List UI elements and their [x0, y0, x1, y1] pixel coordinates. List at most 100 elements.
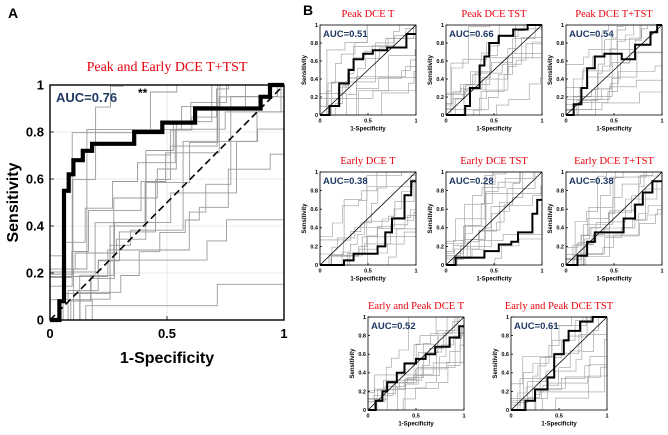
roc-curve	[511, 316, 607, 411]
x-tick-label: 0	[564, 269, 567, 275]
y-tick-label: 0.2	[310, 95, 318, 101]
permutation-curve	[367, 316, 464, 410]
permutation-curve	[511, 316, 607, 411]
y-tick-label: 0	[561, 263, 564, 269]
x-axis-label: 1-Specificity	[596, 277, 632, 283]
x-tick-label: 0.5	[610, 269, 618, 275]
x-tick-label: 1	[605, 414, 608, 420]
permutation-curve	[49, 84, 284, 320]
roc-curve	[368, 325, 464, 411]
y-tick-label: 0.8	[310, 41, 318, 47]
roc-curve	[446, 198, 542, 266]
auc-label: AUC=0.54	[569, 29, 614, 40]
y-tick-label: 0.4	[310, 77, 319, 83]
y-tick-label: 0	[37, 313, 44, 328]
x-tick-label: 0.5	[412, 414, 420, 420]
permutation-curve	[50, 85, 285, 321]
roc-curve	[320, 33, 416, 116]
y-tick-label: 0.8	[436, 41, 444, 47]
chart-panel-b8: 0 0.2 0.4 0.6 0.8 1 0 0.5 1 1-Specificity Sensitiv…	[493, 301, 614, 428]
auc-label: AUC=0.76	[56, 90, 117, 105]
roc-curve	[446, 24, 542, 116]
auc-label: AUC=0.66	[449, 29, 494, 40]
y-tick-label: 0.8	[501, 334, 509, 340]
permutation-curve	[445, 172, 543, 265]
x-axis-label: 1-Specificity	[350, 277, 386, 283]
y-tick-label: 0.6	[556, 207, 564, 213]
auc-label: AUC=0.28	[449, 176, 494, 187]
y-tick-label: 0	[315, 263, 318, 269]
y-tick-label: 1	[561, 170, 564, 176]
chance-diagonal	[445, 24, 543, 116]
y-tick-label: 0.8	[26, 125, 44, 140]
significance-marker: **	[138, 86, 148, 100]
y-tick-label: 0.8	[556, 41, 564, 47]
chart-panel-b2: 0 0.2 0.4 0.6 0.8 1 0 0.5 1 1-Specificity Sensitiv…	[428, 9, 544, 133]
x-tick-label: 0	[444, 119, 447, 125]
y-tick-label: 0.8	[556, 189, 564, 195]
y-tick-label: 0.2	[501, 389, 509, 395]
y-tick-label: 0	[315, 113, 318, 119]
roc-curve	[320, 180, 416, 266]
y-axis-label: Sensitivity	[428, 54, 434, 85]
chart-panel-b7: 0 0.2 0.4 0.6 0.8 1 0 0.5 1 1-Specificity Sensitiv…	[350, 301, 466, 428]
y-axis-label: Sensitivity	[302, 203, 308, 234]
roc-curve	[50, 82, 284, 323]
permutation-curve	[566, 171, 662, 266]
y-tick-label: 0.2	[436, 244, 444, 250]
y-axis-label: Sensitivity	[548, 54, 554, 85]
y-axis-label: Sensitivity	[428, 203, 434, 234]
y-axis-label: Sensitivity	[302, 54, 308, 85]
permutation-curve	[511, 316, 607, 411]
y-tick-label: 0	[363, 408, 366, 414]
permutation-curve	[511, 316, 607, 411]
chance-diagonal	[49, 84, 285, 321]
permutation-curve	[445, 171, 542, 265]
chart-title: Early and Peak DCE TST	[505, 301, 614, 312]
y-tick-label: 0.8	[358, 334, 366, 340]
x-tick-label: 0.5	[364, 269, 372, 275]
y-tick-label: 0.4	[556, 77, 565, 83]
x-tick-label: 1	[660, 119, 663, 125]
auc-label: AUC=0.61	[514, 321, 559, 332]
permutation-curve	[50, 85, 285, 321]
y-tick-label: 1	[315, 23, 318, 29]
chance-diagonal	[445, 171, 543, 266]
y-tick-label: 0.2	[556, 95, 564, 101]
x-axis-label: 1-Specificity	[120, 350, 214, 367]
x-tick-label: 0	[564, 119, 567, 125]
y-tick-label: 0.4	[310, 226, 319, 232]
chart-panels: 0 0.2 0.4 0.6 0.8 1 0 0.5 1 1-Specificity Sensitiv…	[5, 9, 664, 428]
x-tick-label: 0.5	[158, 326, 176, 341]
chart-panel-a: 0 0.2 0.4 0.6 0.8 1 0 0.5 1 1-Specificity Sensitiv…	[5, 60, 288, 367]
roc-curve	[566, 180, 662, 266]
permutation-curve	[320, 25, 417, 116]
y-tick-label: 0.2	[358, 389, 366, 395]
chart-title: Early and Peak DCE T	[368, 301, 465, 312]
y-tick-label: 1	[506, 315, 509, 321]
y-tick-label: 0.6	[26, 172, 44, 187]
y-tick-label: 0.2	[26, 266, 44, 281]
x-tick-label: 0	[366, 414, 369, 420]
x-tick-label: 0.5	[490, 269, 498, 275]
y-axis-label: Sensitivity	[350, 348, 356, 379]
permutation-curve	[368, 316, 464, 411]
x-axis-label: 1-Specificity	[476, 127, 512, 133]
x-tick-label: 1	[540, 269, 543, 275]
chance-diagonal	[319, 24, 417, 116]
y-tick-label: 0.4	[436, 226, 445, 232]
auc-label: AUC=0.51	[323, 29, 368, 40]
x-axis-label: 1-Specificity	[541, 422, 577, 428]
permutation-curve	[566, 171, 662, 266]
x-tick-label: 1	[462, 414, 465, 420]
y-tick-label: 0.4	[26, 219, 45, 234]
permutation-curve	[445, 25, 543, 115]
permutation-curve	[446, 171, 542, 266]
x-axis-label: 1-Specificity	[398, 422, 434, 428]
panel-label-b: B	[303, 2, 313, 18]
y-tick-label: 0.6	[436, 59, 444, 65]
y-tick-label: 0.4	[358, 371, 367, 377]
permutation-curve	[367, 317, 465, 410]
y-axis-label: Sensitivity	[493, 348, 499, 379]
